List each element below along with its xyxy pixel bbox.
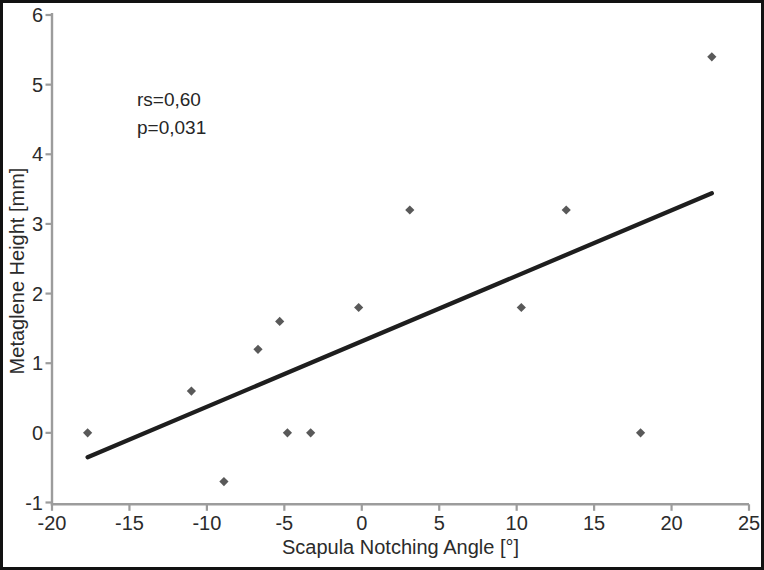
x-tick-label: 15 (583, 512, 605, 534)
data-point (707, 52, 716, 61)
y-tick-label: 1 (32, 352, 43, 374)
p-value: p=0,031 (137, 114, 206, 142)
y-tick-label: -1 (25, 492, 43, 514)
y-tick-label: 2 (32, 283, 43, 305)
x-tick-label: -15 (115, 512, 144, 534)
data-point (253, 345, 262, 354)
y-axis-label: Metaglene Height [mm] (5, 168, 29, 375)
scatter-chart-figure: -10123456-20-15-10-50510152025 rs=0,60 p… (0, 0, 764, 570)
x-tick-label: 0 (356, 512, 367, 534)
x-tick-label: 5 (434, 512, 445, 534)
rs-value: rs=0,60 (137, 86, 206, 114)
data-point (517, 303, 526, 312)
x-axis-label: Scapula Notching Angle [°] (52, 534, 749, 560)
data-point (405, 205, 414, 214)
data-point (562, 205, 571, 214)
trend-line (88, 193, 712, 457)
y-tick-label: 4 (32, 143, 43, 165)
data-point (306, 428, 315, 437)
data-point (83, 428, 92, 437)
y-tick-label: 3 (32, 213, 43, 235)
data-point (187, 386, 196, 395)
x-tick-label: 20 (660, 512, 682, 534)
y-tick-label: 0 (32, 422, 43, 444)
data-point (636, 428, 645, 437)
data-point (275, 317, 284, 326)
y-tick-label: 6 (32, 4, 43, 26)
x-tick-label: -5 (275, 512, 293, 534)
x-tick-label: -10 (192, 512, 221, 534)
stats-annotation: rs=0,60 p=0,031 (137, 86, 206, 142)
x-tick-label: -20 (38, 512, 67, 534)
x-tick-label: 25 (738, 512, 760, 534)
x-tick-label: 10 (506, 512, 528, 534)
data-point (219, 477, 228, 486)
y-tick-label: 5 (32, 74, 43, 96)
plot-canvas: -10123456-20-15-10-50510152025 (3, 3, 761, 567)
data-point (354, 303, 363, 312)
data-point (283, 428, 292, 437)
